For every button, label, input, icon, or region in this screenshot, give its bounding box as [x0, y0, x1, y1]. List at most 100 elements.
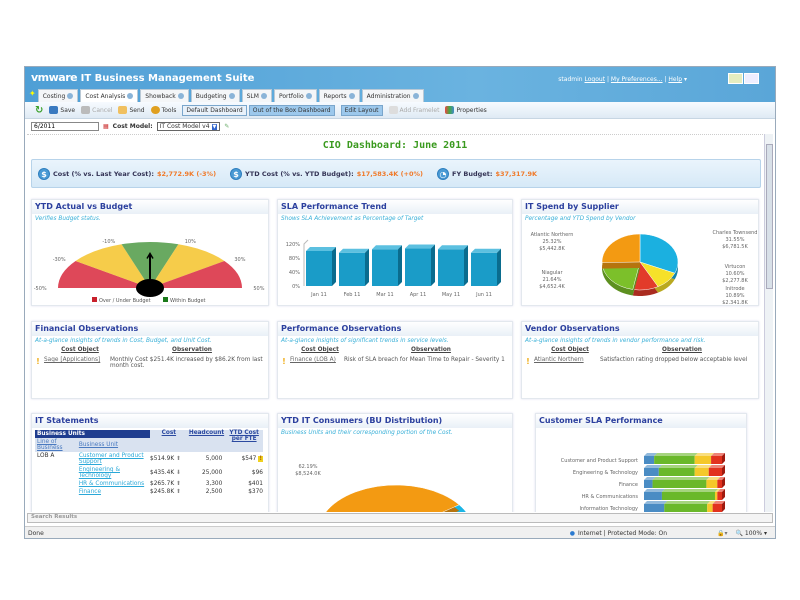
calendar-icon[interactable]: ▦ [103, 123, 109, 130]
edit-pencil-icon[interactable]: ✎ [224, 123, 230, 130]
sla-segment [694, 468, 709, 476]
zoom-control[interactable]: 🔍 100% ▾ [735, 529, 767, 537]
col-header-1[interactable]: Business Unit [76, 438, 151, 452]
send-label: Send [129, 106, 145, 114]
edit-layout-button[interactable]: Edit Layout [340, 104, 383, 116]
scrollbar-thumb[interactable] [766, 144, 773, 289]
sla-segment-top [654, 453, 698, 456]
panel-title: Performance Observations [278, 322, 512, 336]
cost-object-link[interactable]: Sage [Applications] [44, 357, 101, 363]
pie-label: 21.64% [542, 277, 561, 283]
tab-dropdown-icon[interactable] [305, 93, 312, 99]
page-title: CIO Dashboard: June 2011 [322, 140, 468, 151]
tab-dropdown-icon[interactable] [348, 93, 355, 99]
col-header-2[interactable]: Cost [150, 430, 188, 452]
arrow-down-icon: ⬇ [176, 470, 181, 476]
col-header-0[interactable]: Line of Business [35, 438, 77, 452]
cost-cell: $514.9K ⬆ [150, 452, 188, 466]
tab-administration[interactable]: Administration [361, 89, 424, 102]
col-header-4[interactable]: YTD Cost per FTE [225, 430, 263, 452]
sla-segment [652, 480, 707, 488]
tab-label: Showback [145, 92, 176, 100]
tab-dropdown-icon[interactable] [127, 93, 134, 99]
window-icon[interactable] [744, 73, 759, 84]
tab-label: Administration [366, 92, 411, 100]
legend-swatch [163, 297, 168, 302]
layout-icon[interactable] [728, 73, 743, 84]
gauge-band [150, 244, 225, 288]
refresh-icon[interactable]: ↻ [35, 104, 44, 116]
sla-segment [714, 492, 718, 500]
properties-label: Properties [456, 106, 487, 114]
bu-link[interactable]: Engineering & Technology [78, 467, 120, 479]
send-icon [118, 106, 128, 114]
ootb-dashboard-button[interactable]: Out of the Box Dashboard [248, 104, 335, 116]
bu-link[interactable]: Customer and Product Support [78, 453, 144, 465]
panel-subtitle: Business Units and their corresponding p… [281, 430, 453, 436]
tab-dropdown-icon[interactable] [228, 93, 235, 99]
legend-swatch [92, 297, 97, 302]
status-bar: Done ● Internet | Protected Mode: On 🔒▾ 🔍… [25, 526, 775, 538]
bu-link[interactable]: HR & Communications [78, 481, 145, 487]
bu-link[interactable]: Finance [78, 489, 102, 495]
pin-icon[interactable]: ✦ [29, 89, 36, 98]
tab-dropdown-icon[interactable] [177, 93, 184, 99]
logout-link[interactable]: Logout [584, 76, 606, 83]
gauge-tick-label: -10% [102, 239, 115, 245]
date-input[interactable] [31, 122, 99, 131]
col-cost-object: Cost Object [301, 347, 339, 353]
chevron-down-icon: ▼ [211, 123, 218, 130]
tab-slm[interactable]: SLM [241, 89, 272, 102]
cost-object-link[interactable]: Finance (LOB A) [290, 357, 336, 363]
tab-dropdown-icon[interactable] [260, 93, 267, 99]
dashboard-content: CIO Dashboard: June 2011 $ Cost (% vs. La… [27, 134, 763, 512]
pie-label: $6,781.5K [722, 244, 748, 250]
pie-slice [325, 484, 460, 512]
pie-label: Virtucon [725, 264, 746, 270]
cancel-button[interactable]: Cancel [81, 106, 112, 114]
kpi-label: FY Budget: [452, 169, 493, 178]
tab-dropdown-icon[interactable] [412, 93, 419, 99]
per-fte-value: $96 [251, 470, 263, 476]
tab-showback[interactable]: Showback [140, 89, 189, 102]
tab-reports[interactable]: Reports [318, 89, 360, 102]
kpi-label: Cost (% vs. Last Year Cost): [53, 169, 154, 178]
kpi-item: $ Cost (% vs. Last Year Cost): $2,772.9K (… [38, 167, 216, 180]
kpi-item: ◔ FY Budget: $37,317.9K [437, 167, 537, 180]
save-label: Save [60, 106, 76, 114]
sla-segment-top [712, 501, 725, 504]
tab-portfolio[interactable]: Portfolio [273, 89, 317, 102]
sla-segment-top [652, 477, 710, 480]
send-button[interactable]: Send [118, 106, 145, 114]
pie-label: 62.19% [298, 464, 317, 470]
panel-title: IT Spend by Supplier [522, 200, 758, 214]
x-tick-label: May 11 [442, 292, 460, 298]
vertical-scrollbar[interactable] [764, 134, 773, 512]
per-fte-value: $547 [241, 456, 257, 462]
toolbar: ↻ Save Cancel Send Tools Default Dashboa… [25, 102, 775, 119]
headcount-cell: 3,300 [205, 481, 223, 487]
tab-costing[interactable]: Costing [37, 89, 79, 102]
save-button[interactable]: Save [49, 106, 75, 114]
tab-budgeting[interactable]: Budgeting [190, 89, 240, 102]
tab-dropdown-icon[interactable] [67, 93, 74, 99]
save-icon [49, 106, 59, 114]
preferences-link[interactable]: My Preferences... [610, 76, 663, 83]
cost-object-link[interactable]: Atlantic Northern [534, 357, 584, 363]
col-header-3[interactable]: Headcount [187, 430, 226, 452]
search-results-bar[interactable]: Search Results [27, 513, 773, 523]
default-dashboard-button[interactable]: Default Dashboard [182, 104, 247, 116]
gauge-tick-label: 30% [234, 257, 245, 263]
properties-button[interactable]: Properties [445, 106, 487, 114]
help-link[interactable]: Help [668, 76, 683, 83]
panel-title: YTD IT Consumers (BU Distribution) [278, 414, 512, 428]
tools-button[interactable]: Tools [150, 106, 176, 114]
security-settings-icon[interactable]: 🔒▾ [717, 529, 728, 537]
customer-sla-chart: Customer and Product Support Engineering … [561, 453, 725, 512]
cost-model-select[interactable]: IT Cost Model v4 ▼ [156, 122, 221, 131]
sla-segment-top [717, 477, 725, 480]
sla-segment [694, 456, 712, 464]
tab-cost-analysis[interactable]: Cost Analysis [80, 89, 139, 102]
sla-bar [471, 252, 497, 286]
add-framelet-button[interactable]: Add Framelet [388, 106, 439, 114]
